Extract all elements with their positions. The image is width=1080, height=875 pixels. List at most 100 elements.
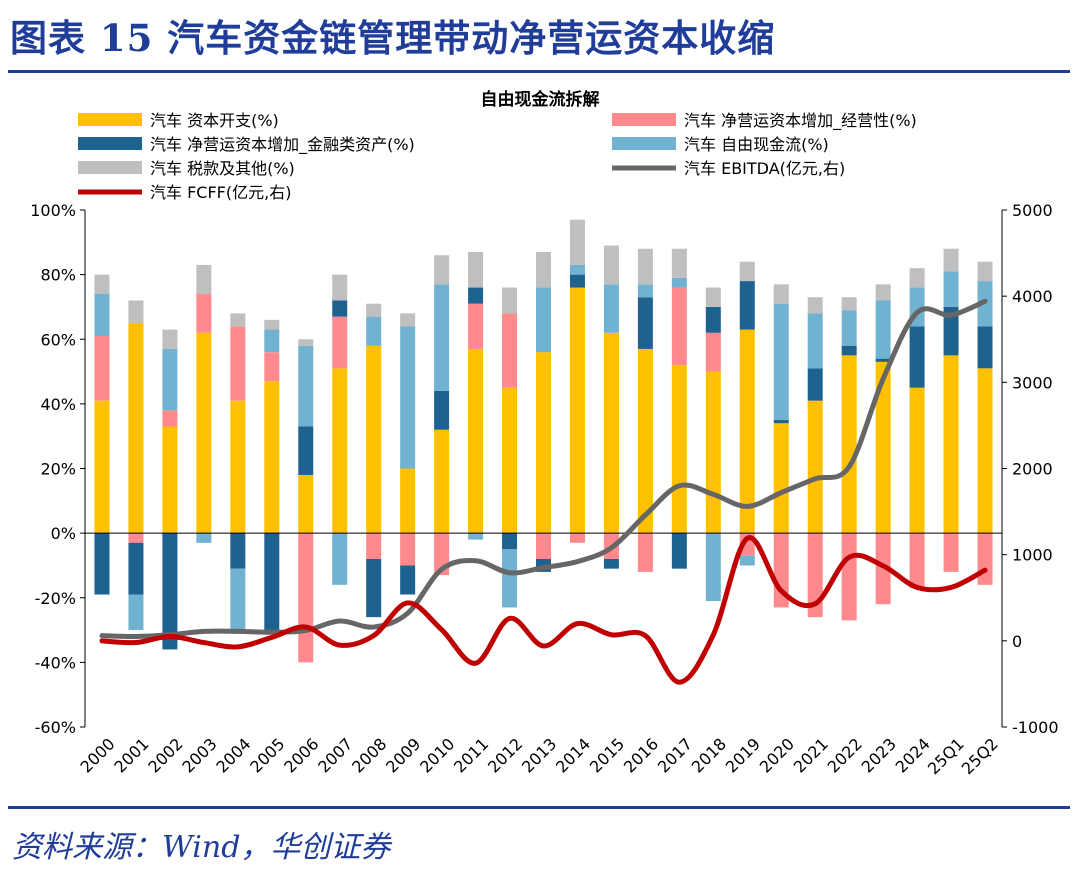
bar-capex [807,400,823,534]
bar-nwc_financial [230,533,246,569]
bar-nwc_financial [569,274,585,288]
left-tick-label: 0% [51,524,76,543]
bar-tax [94,274,110,295]
left-tick-label: 100% [30,201,76,220]
bar-tax [196,264,212,295]
x-tick-label: 2023 [858,734,900,776]
bar-nwc_financial [909,326,925,388]
bar-capex [332,368,348,534]
bar-nwc_operating [536,533,551,559]
x-tick-label: 2004 [212,734,254,776]
bar-nwc_operating [94,336,110,401]
bar-capex [977,368,993,534]
source-note: 资料来源：Wind，华创证券 [12,830,391,865]
x-tick-label: 2002 [144,734,186,776]
bar-capex [434,429,450,534]
top-divider [8,70,1070,73]
bar-tax [264,319,280,330]
bar-fcf [875,300,891,359]
bar-fcf [230,568,246,634]
bar-nwc_operating [807,533,823,618]
bar-capex [196,332,212,534]
legend-label-tax: 汽车 税款及其他(%) [150,159,295,178]
left-tick-label: -60% [35,718,76,737]
bar-nwc_operating [196,294,212,333]
x-tick-label: 2016 [620,734,662,776]
bar-fcf [366,316,382,346]
bar-nwc_financial [603,558,619,569]
bar-fcf [943,271,959,307]
bar-fcf [162,348,178,411]
bar-fcf [264,329,280,353]
line-fcff [99,535,988,685]
legend-label-capex: 汽车 资本开支(%) [150,111,279,130]
bar-nwc_financial [671,533,687,569]
x-tick-label: 2022 [824,734,866,776]
bar-fcf [739,555,755,566]
bar-tax [366,303,382,317]
bar-tax [637,248,653,285]
bar-fcf [841,310,857,346]
bar-nwc_financial [434,390,450,430]
bar-tax [841,297,857,311]
x-tick-label: 2017 [654,734,696,776]
bar-tax [230,313,246,327]
left-tick-label: -40% [35,653,76,672]
bar-capex [705,371,721,534]
right-tick-label: 1000 [1012,546,1053,565]
bar-tax [536,252,551,288]
legend-label-fcff: 汽车 FCFF(亿元,右) [150,183,291,202]
bar-fcf [536,287,551,353]
bar-nwc_operating [875,533,891,605]
bar-tax [298,339,314,346]
bar-tax [128,300,144,324]
x-tick-label: 25Q2 [958,734,1002,778]
bar-fcf [773,303,789,421]
bar-capex [773,423,789,534]
x-tick-label: 2018 [688,734,730,776]
x-tick-label: 2000 [77,734,119,776]
bar-nwc_operating [264,352,280,382]
bar-nwc_financial [807,368,823,401]
bar-nwc_financial [128,542,144,595]
bar-nwc_financial [502,533,518,550]
bar-tax [162,329,178,349]
x-tick-label: 2011 [450,734,492,776]
bar-nwc_financial [332,300,348,317]
x-tick-label: 2021 [790,734,832,776]
right-tick-label: 0 [1012,632,1022,651]
figure-title: 图表 15 汽车资金链管理带动净营运资本收缩 [10,16,776,60]
right-tick-label: 4000 [1012,287,1053,306]
bar-nwc_operating [841,533,857,621]
bar-capex [162,426,178,534]
bar-capex [671,365,687,534]
bottom-divider [8,806,1070,809]
x-tick-label: 2013 [518,734,560,776]
left-tick-label: 60% [40,330,76,349]
bar-tax [977,261,993,282]
bar-tax [400,313,416,327]
x-tick-label: 2020 [756,734,798,776]
bar-fcf [94,294,110,337]
bar-tax [909,268,925,288]
x-tick-label: 25Q1 [924,734,968,778]
bar-capex [230,400,246,534]
bar-capex [943,355,959,534]
right-tick-label: -1000 [1012,718,1059,737]
bar-fcf [603,284,619,333]
x-tick-label: 2009 [382,734,424,776]
bar-tax [739,261,755,282]
bar-capex [909,387,925,534]
bar-fcf [569,264,585,275]
right-tick-label: 2000 [1012,460,1053,479]
bar-fcf [807,313,823,369]
bar-nwc_financial [94,533,110,595]
bar-nwc_financial [841,345,857,356]
bar-nwc_financial [705,306,721,333]
right-tick-label: 5000 [1012,201,1053,220]
bar-nwc_operating [298,533,314,663]
bar-nwc_operating [128,533,144,543]
bar-tax [468,252,484,288]
bar-capex [603,332,619,534]
x-tick-label: 2008 [348,734,390,776]
